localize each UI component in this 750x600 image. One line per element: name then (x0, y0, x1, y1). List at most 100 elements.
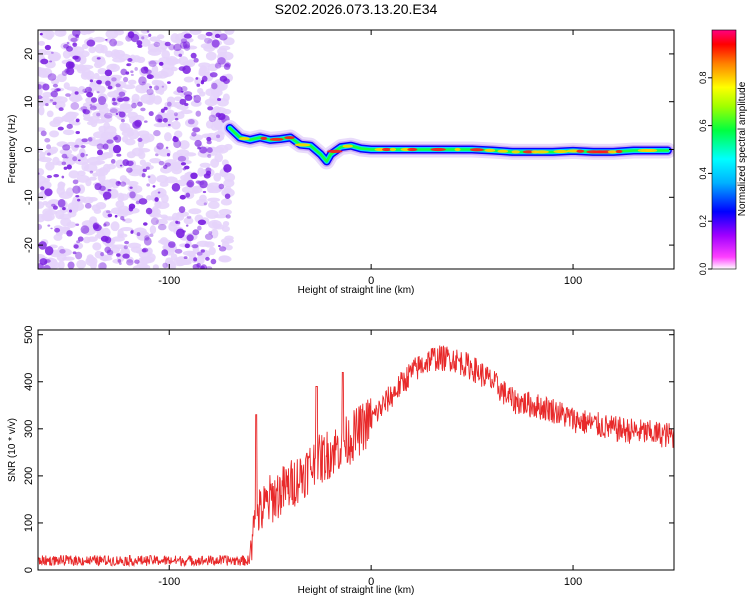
speckle-halo (149, 212, 162, 218)
speckle-halo (166, 260, 176, 269)
speckle-halo (124, 138, 136, 146)
spectrogram-y-tick-label: -20 (23, 237, 35, 253)
spectrogram-y-tick-label: 0 (23, 146, 35, 152)
speckle-blob (66, 230, 73, 237)
speckle-blob (161, 249, 169, 257)
speckle-blob (194, 139, 202, 147)
speckle-halo (218, 208, 232, 216)
spectrogram-y-tick-label: -10 (23, 189, 35, 205)
speckle-halo (220, 237, 234, 244)
speckle-blob (146, 74, 154, 80)
speckle-blob (142, 222, 148, 226)
speckle-blob (82, 109, 87, 113)
speckle-halo (99, 261, 107, 269)
speckle-blob (191, 131, 197, 137)
speckle-halo (138, 151, 146, 160)
speckle-blob (224, 193, 231, 200)
speckle-blob (104, 246, 111, 254)
speckle-blob (72, 185, 81, 194)
speckle-halo (124, 127, 134, 132)
speckle-blob (183, 91, 193, 97)
speckle-halo (176, 211, 190, 217)
speckle-blob (171, 182, 181, 192)
speckle-halo (57, 260, 65, 269)
speckle-blob (40, 58, 49, 65)
speckle-halo (161, 50, 171, 59)
speckle-blob (56, 88, 61, 92)
ridge-hotspot (430, 147, 446, 152)
speckle-halo (92, 131, 107, 139)
speckle-blob (182, 41, 191, 49)
ridge-hotspot (576, 149, 585, 153)
speckle-halo (38, 213, 46, 223)
speckle-blob (193, 94, 202, 104)
speckle-blob (176, 86, 183, 93)
speckle-halo (164, 176, 178, 184)
speckle-blob (191, 244, 199, 249)
speckle-blob (211, 39, 220, 48)
speckle-blob (75, 223, 80, 226)
speckle-blob (122, 96, 130, 102)
speckle-blob (44, 246, 54, 256)
speckle-halo (46, 110, 54, 118)
speckle-blob (154, 197, 159, 202)
speckle-blob (178, 66, 186, 71)
speckle-blob (45, 102, 49, 107)
speckle-halo (106, 163, 116, 170)
speckle-blob (142, 81, 146, 84)
speckle-noise-region (38, 30, 236, 269)
speckle-halo (214, 214, 228, 219)
speckle-halo (110, 64, 117, 70)
speckle-blob (120, 216, 125, 221)
speckle-blob (185, 224, 189, 227)
speckle-blob (50, 227, 53, 230)
speckle-blob (137, 101, 143, 107)
speckle-halo (42, 201, 49, 206)
speckle-blob (80, 106, 88, 111)
speckle-blob (130, 70, 134, 74)
spectrogram-x-ticks: -100 0 100 (158, 30, 582, 287)
speckle-halo (204, 241, 215, 248)
speckle-blob (52, 205, 58, 210)
speckle-halo (89, 176, 97, 181)
speckle-blob (107, 85, 113, 90)
speckle-blob (51, 51, 54, 54)
speckle-blob (85, 154, 89, 156)
speckle-blob (61, 153, 68, 159)
speckle-halo (101, 254, 109, 262)
speckle-blob (90, 97, 98, 103)
speckle-halo (49, 130, 60, 138)
speckle-blob (73, 244, 79, 249)
speckle-blob (136, 232, 141, 237)
speckle-blob (57, 126, 64, 131)
speckle-blob (47, 152, 51, 156)
speckle-blob (76, 240, 81, 244)
speckle-halo (181, 186, 195, 194)
speckle-blob (80, 152, 85, 158)
speckle-blob (112, 101, 118, 106)
speckle-halo (119, 122, 127, 132)
snr-x-axis-label: Height of straight line (km) (298, 585, 415, 596)
speckle-blob (197, 219, 207, 226)
speckle-halo (164, 132, 172, 142)
speckle-blob (80, 144, 86, 149)
speckle-blob (196, 262, 201, 268)
speckle-blob (201, 75, 208, 82)
speckle-blob (104, 112, 113, 119)
speckle-blob (105, 80, 111, 87)
speckle-blob (211, 82, 218, 90)
speckle-blob (130, 230, 134, 234)
speckle-blob (153, 85, 160, 91)
speckle-blob (72, 179, 79, 185)
colorbar-label: Normalized spectral amplitude (737, 81, 748, 216)
speckle-halo (217, 47, 228, 56)
speckle-blob (146, 183, 151, 187)
speckle-blob (117, 181, 121, 184)
speckle-blob (74, 91, 79, 95)
speckle-blob (96, 91, 100, 94)
speckle-blob (89, 105, 97, 111)
speckle-halo (110, 221, 120, 232)
speckle-halo (213, 90, 220, 100)
speckle-blob (129, 191, 136, 199)
speckle-blob (195, 110, 202, 117)
